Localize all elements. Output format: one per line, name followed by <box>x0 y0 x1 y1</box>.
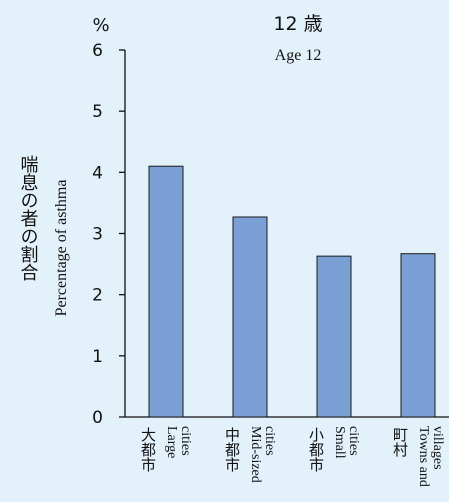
y-tick-label: 4 <box>92 163 103 183</box>
x-tick-label-en: Large <box>164 426 179 458</box>
bar <box>148 165 184 418</box>
x-tick-label-ja: 町村 <box>391 427 409 457</box>
x-tick-label-en: villages <box>430 426 445 470</box>
unit-label: % <box>92 15 109 36</box>
x-tick-label-en: cities <box>346 426 361 456</box>
bars <box>148 165 436 418</box>
y-tick-label: 1 <box>92 347 103 367</box>
y-tick-label: 0 <box>92 408 103 428</box>
x-tick-label-en: Small <box>332 426 347 459</box>
bar <box>232 216 268 418</box>
y-axis-label-ja: 喘息の者の割合 <box>18 155 39 281</box>
x-tick-label-en: cities <box>178 426 193 456</box>
x-tick-label-en: Towns and <box>416 426 431 487</box>
x-tick-label-en: cities <box>262 426 277 456</box>
bar <box>400 253 436 418</box>
x-tick-label-ja: 大都市 <box>139 427 157 472</box>
axes: 0 1 2 3 4 5 6 <box>92 41 449 428</box>
y-tick-label: 3 <box>92 225 103 245</box>
y-axis-title: 喘息の者の割合 Percentage of asthma <box>18 155 71 317</box>
x-tick-label-ja: 中都市 <box>223 427 241 472</box>
y-tick-label: 5 <box>92 102 103 122</box>
y-axis-label-en: Percentage of asthma <box>53 180 70 317</box>
x-tick-label-en: Mid-sized <box>248 426 263 483</box>
chart-title: 12 歳 <box>273 13 322 35</box>
x-tick-label-ja: 小都市 <box>307 427 325 472</box>
bar <box>316 255 352 418</box>
y-tick-label: 6 <box>92 41 103 61</box>
x-axis-labels: 大都市 Large cities 中都市 Mid-sized cities 小都市 Small… <box>139 426 445 487</box>
chart-subtitle: Age 12 <box>275 47 322 64</box>
y-tick-label: 2 <box>92 286 103 306</box>
